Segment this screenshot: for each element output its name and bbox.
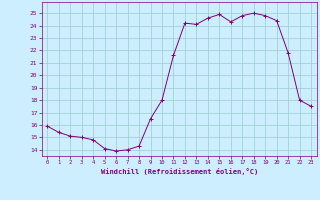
X-axis label: Windchill (Refroidissement éolien,°C): Windchill (Refroidissement éolien,°C) — [100, 168, 258, 175]
